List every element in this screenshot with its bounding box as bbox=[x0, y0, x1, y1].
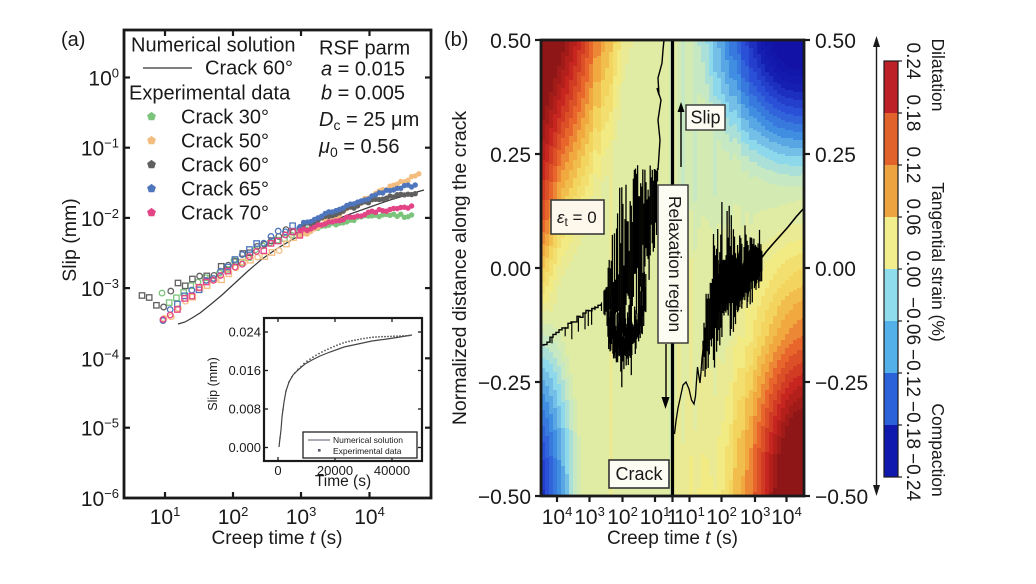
svg-text:Compaction: Compaction bbox=[928, 403, 948, 496]
svg-text:−0.12: −0.12 bbox=[902, 349, 923, 397]
svg-text:0.00: 0.00 bbox=[815, 258, 856, 281]
svg-text:0.24: 0.24 bbox=[902, 43, 923, 80]
svg-text:0.18: 0.18 bbox=[902, 95, 923, 132]
svg-text:Experimental data: Experimental data bbox=[333, 446, 402, 456]
svg-text:−0.50: −0.50 bbox=[478, 486, 531, 509]
svg-text:Crack 60°: Crack 60° bbox=[181, 155, 269, 177]
svg-text:−0.25: −0.25 bbox=[478, 372, 531, 395]
svg-text:Normalized distance along the: Normalized distance along the crack bbox=[449, 111, 471, 426]
svg-text:0.008: 0.008 bbox=[228, 402, 261, 417]
svg-text:Experimental data: Experimental data bbox=[129, 83, 291, 105]
svg-text:Dc = 25 μm: Dc = 25 μm bbox=[319, 109, 419, 133]
svg-text:101: 101 bbox=[674, 504, 705, 529]
svg-text:0.12: 0.12 bbox=[902, 147, 923, 184]
svg-text:Creep time t (s): Creep time t (s) bbox=[212, 528, 343, 549]
svg-text:−0.50: −0.50 bbox=[815, 486, 868, 509]
svg-text:100: 100 bbox=[88, 66, 119, 91]
svg-text:Crack 60°: Crack 60° bbox=[205, 58, 293, 80]
svg-text:0.50: 0.50 bbox=[815, 30, 856, 53]
svg-text:Relaxation region: Relaxation region bbox=[665, 196, 685, 332]
svg-text:Numerical solution: Numerical solution bbox=[333, 435, 403, 445]
svg-text:Crack 50°: Crack 50° bbox=[181, 131, 269, 153]
svg-text:104: 104 bbox=[771, 504, 802, 529]
svg-text:104: 104 bbox=[542, 504, 573, 529]
svg-text:Tangential strain (%): Tangential strain (%) bbox=[928, 182, 948, 342]
svg-text:103: 103 bbox=[286, 504, 317, 529]
svg-text:Time (s): Time (s) bbox=[315, 473, 371, 490]
svg-text:Slip (mm): Slip (mm) bbox=[206, 357, 220, 410]
svg-text:103: 103 bbox=[574, 504, 605, 529]
svg-text:Crack 70°: Crack 70° bbox=[181, 203, 269, 225]
svg-text:10−3: 10−3 bbox=[81, 276, 119, 301]
svg-text:Crack 65°: Crack 65° bbox=[181, 179, 269, 201]
svg-text:Crack 30°: Crack 30° bbox=[181, 107, 269, 129]
svg-text:−0.24: −0.24 bbox=[902, 453, 923, 502]
svg-text:0.50: 0.50 bbox=[490, 30, 531, 53]
svg-text:104: 104 bbox=[354, 504, 385, 529]
svg-text:10−1: 10−1 bbox=[81, 136, 119, 161]
svg-text:RSF parm: RSF parm bbox=[319, 38, 410, 60]
svg-text:Crack: Crack bbox=[615, 464, 663, 484]
svg-text:εt = 0: εt = 0 bbox=[557, 208, 597, 229]
svg-text:101: 101 bbox=[640, 504, 671, 529]
svg-text:(b): (b) bbox=[444, 29, 468, 51]
svg-text:0.25: 0.25 bbox=[490, 144, 531, 167]
svg-text:(a): (a) bbox=[61, 29, 85, 51]
svg-text:102: 102 bbox=[607, 504, 638, 529]
svg-text:0.016: 0.016 bbox=[228, 363, 261, 378]
svg-text:0.06: 0.06 bbox=[902, 199, 923, 236]
svg-text:0.00: 0.00 bbox=[902, 251, 923, 288]
svg-text:Creep time t (s): Creep time t (s) bbox=[607, 528, 738, 549]
svg-text:10−6: 10−6 bbox=[81, 486, 119, 511]
svg-text:0.024: 0.024 bbox=[228, 325, 261, 340]
svg-text:10−5: 10−5 bbox=[81, 416, 119, 441]
svg-text:Slip: Slip bbox=[690, 108, 720, 128]
svg-text:101: 101 bbox=[150, 504, 181, 529]
svg-text:103: 103 bbox=[740, 504, 771, 529]
svg-text:0: 0 bbox=[274, 463, 281, 478]
svg-text:40000: 40000 bbox=[374, 463, 410, 478]
svg-text:Slip (mm): Slip (mm) bbox=[59, 198, 81, 281]
svg-text:a = 0.015: a = 0.015 bbox=[321, 59, 405, 81]
svg-text:1: 1 bbox=[667, 506, 679, 529]
svg-text:0.000: 0.000 bbox=[228, 440, 261, 455]
svg-text:Dilatation: Dilatation bbox=[928, 39, 948, 112]
svg-text:μ0 = 0.56: μ0 = 0.56 bbox=[318, 136, 399, 160]
svg-text:10−4: 10−4 bbox=[81, 346, 119, 371]
svg-text:−0.06: −0.06 bbox=[902, 297, 923, 345]
svg-text:102: 102 bbox=[218, 504, 249, 529]
svg-text:20000: 20000 bbox=[317, 463, 353, 478]
svg-text:102: 102 bbox=[706, 504, 737, 529]
svg-text:b = 0.005: b = 0.005 bbox=[321, 83, 405, 105]
svg-text:0.25: 0.25 bbox=[815, 144, 856, 167]
svg-text:Numerical solution: Numerical solution bbox=[131, 35, 296, 57]
svg-text:10−2: 10−2 bbox=[81, 206, 119, 231]
svg-text:−0.25: −0.25 bbox=[815, 372, 868, 395]
svg-text:−0.18: −0.18 bbox=[902, 401, 923, 449]
svg-text:0.00: 0.00 bbox=[490, 258, 531, 281]
